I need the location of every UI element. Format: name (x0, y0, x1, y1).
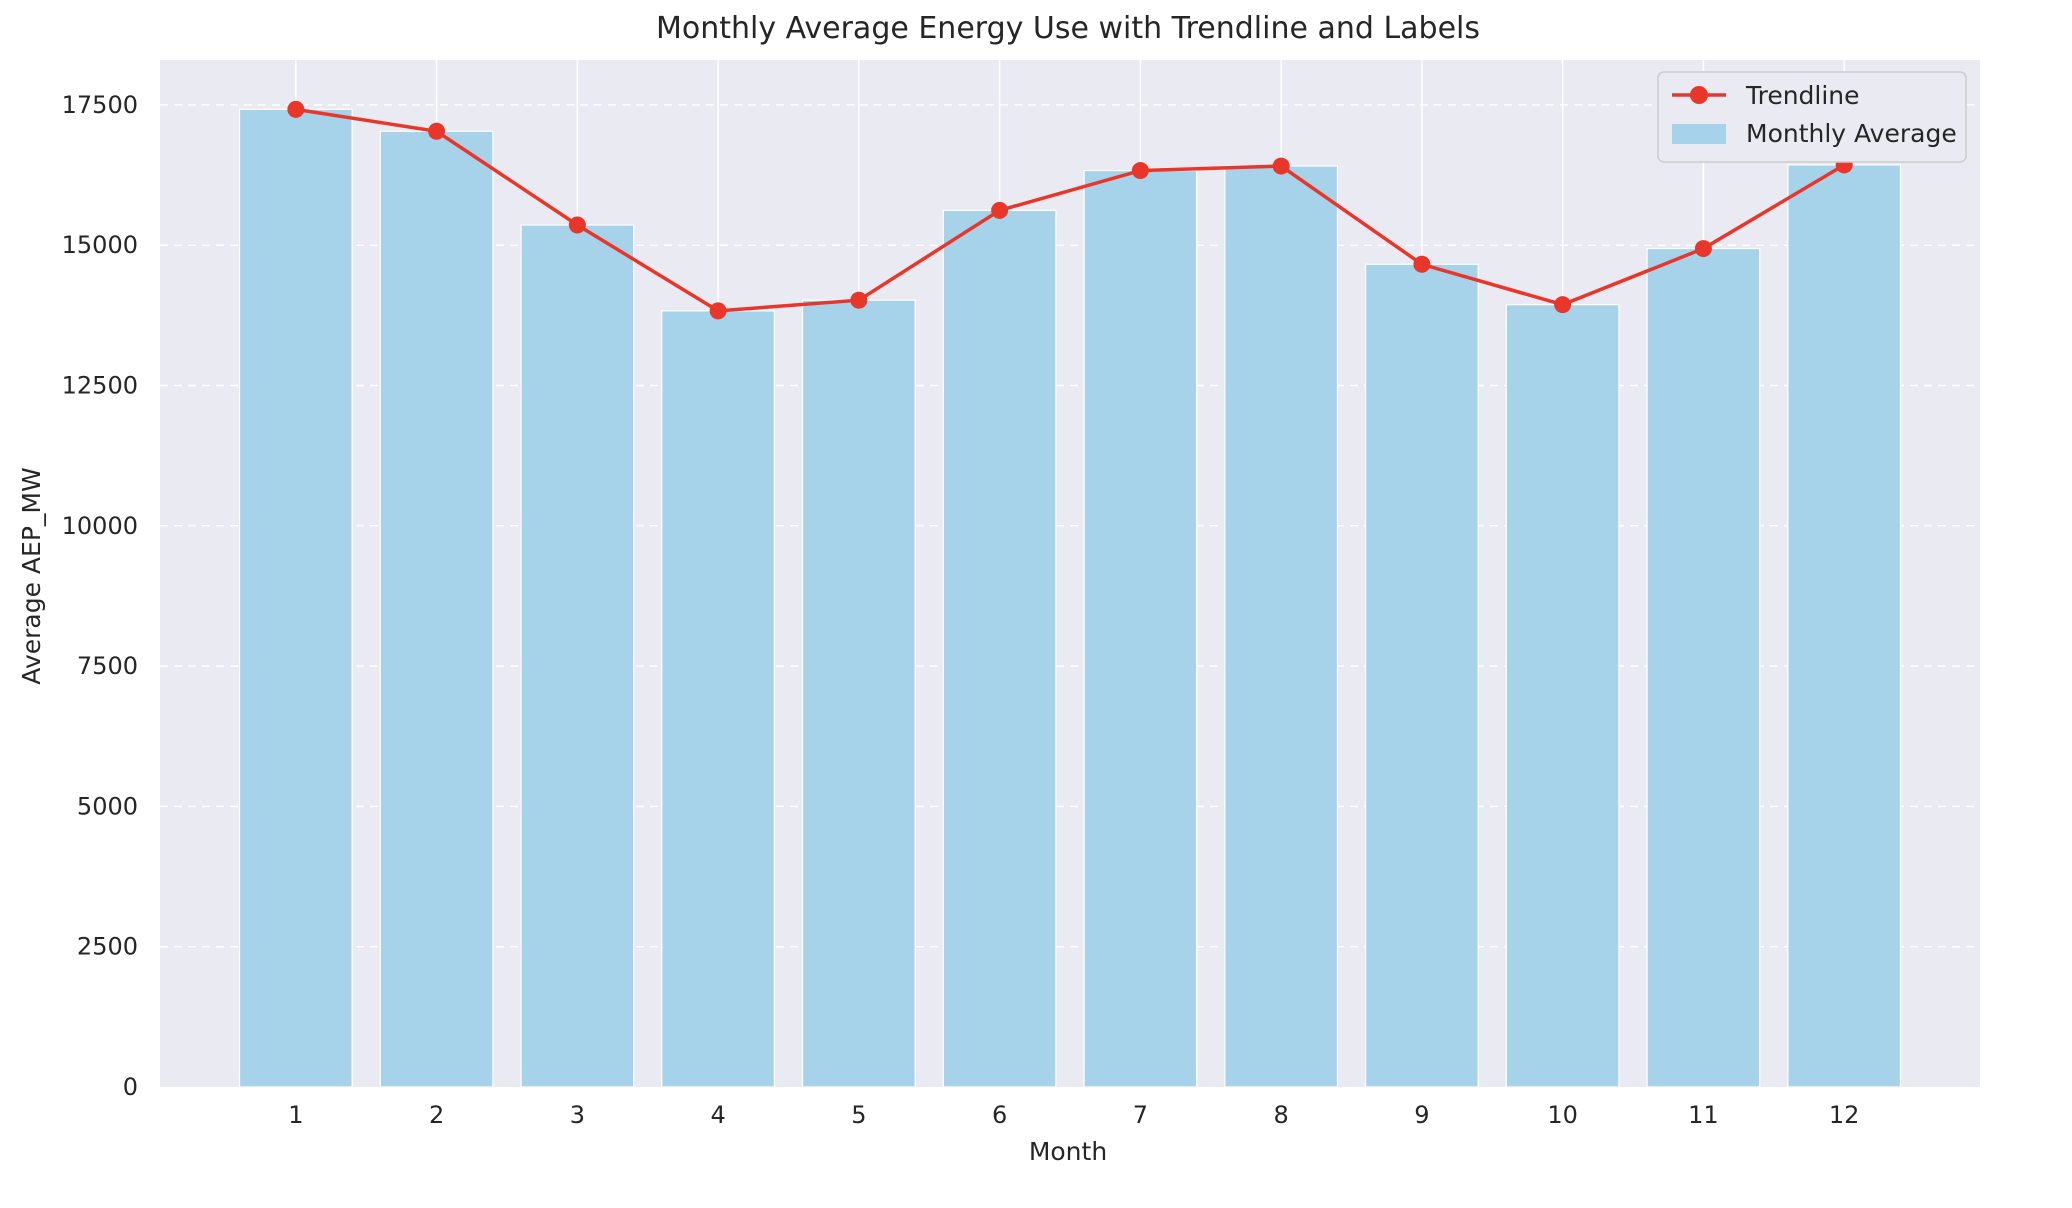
trendline-point (568, 216, 586, 234)
y-tick-label: 17500 (62, 91, 138, 119)
x-tick-label: 1 (288, 1101, 303, 1129)
trendline-point (850, 291, 868, 309)
bar (1224, 165, 1339, 1088)
bar (1646, 247, 1761, 1088)
x-tick-label: 3 (570, 1101, 585, 1129)
x-tick-label: 10 (1547, 1101, 1578, 1129)
trendline-point (1554, 296, 1572, 314)
bar (520, 224, 635, 1088)
x-tick-labels: 1 2 3 4 5 6 7 8 9 10 11 12 (288, 1101, 1859, 1129)
legend-trendline-label: Trendline (1745, 81, 1860, 110)
trendline-path (295, 107, 1846, 313)
y-tick-labels: 0 2500 5000 7500 10000 12500 15000 17500 (62, 91, 138, 1101)
y-tick-label: 5000 (77, 792, 138, 820)
x-tick-label: 6 (992, 1101, 1007, 1129)
trendline-point (1272, 157, 1290, 175)
x-tick-label: 8 (1273, 1101, 1288, 1129)
y-tick-label: 2500 (77, 933, 138, 961)
trendline-point (287, 100, 305, 118)
trendline-point (428, 122, 446, 140)
legend-bar-swatch (1672, 124, 1726, 144)
legend-box (1657, 71, 1967, 163)
x-tick-label: 9 (1414, 1101, 1429, 1129)
y-axis-label: Average AEP_MW (17, 467, 46, 684)
legend: Trendline Monthly Average (1657, 71, 1967, 163)
bar (801, 299, 916, 1088)
bar (1787, 164, 1902, 1088)
y-tick-label: 12500 (62, 371, 138, 399)
bar (1505, 304, 1620, 1088)
y-tick-label: 15000 (62, 231, 138, 259)
bar (1364, 263, 1479, 1088)
x-tick-label: 5 (851, 1101, 866, 1129)
chart-title: Monthly Average Energy Use with Trendlin… (656, 11, 1480, 46)
x-tick-label: 11 (1688, 1101, 1719, 1129)
trendline-point (1694, 240, 1712, 258)
bar (379, 130, 494, 1088)
x-axis-label: Month (1029, 1137, 1107, 1166)
x-tick-label: 7 (1133, 1101, 1148, 1129)
x-tick-label: 12 (1829, 1101, 1860, 1129)
bar (942, 209, 1057, 1088)
trendline-point (709, 302, 727, 320)
trendline-point (1413, 255, 1431, 273)
legend-bar-label: Monthly Average (1746, 119, 1957, 148)
bars (238, 108, 1902, 1088)
bar (238, 108, 353, 1088)
trendline-point (991, 201, 1009, 219)
trendline-point (1131, 162, 1149, 180)
bar (1083, 169, 1198, 1088)
x-tick-label: 2 (429, 1101, 444, 1129)
y-tick-label: 7500 (77, 652, 138, 680)
x-tick-label: 4 (710, 1101, 725, 1129)
legend-trendline-swatch-marker (1690, 86, 1708, 104)
y-tick-label: 0 (123, 1073, 138, 1101)
bar (661, 310, 776, 1088)
y-tick-label: 10000 (62, 512, 138, 540)
